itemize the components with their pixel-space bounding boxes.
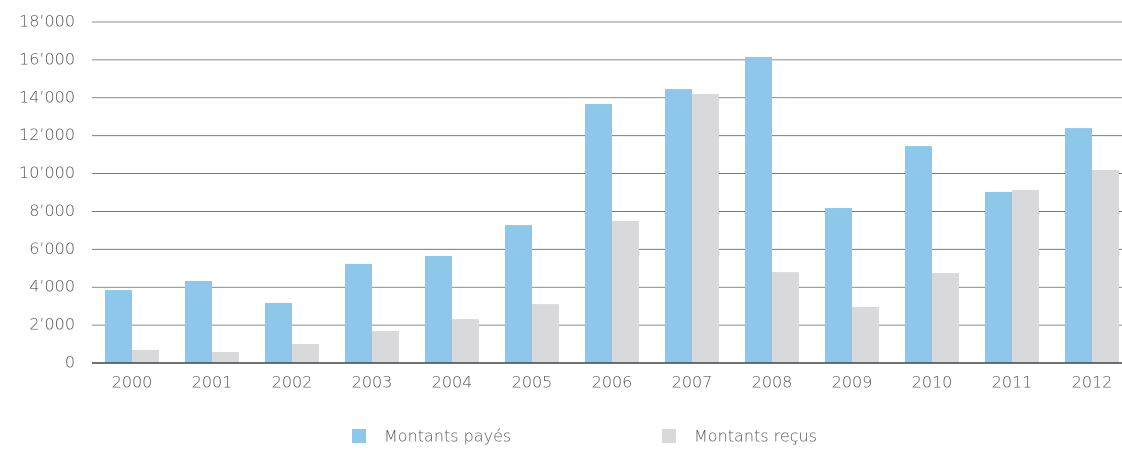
x-tick-label: 2005 [512, 373, 553, 392]
bar [932, 273, 959, 363]
bar [372, 330, 399, 363]
bar [265, 302, 292, 363]
x-tick-label: 2008 [752, 373, 793, 392]
bar [905, 146, 932, 363]
bar [852, 306, 879, 363]
bar [772, 272, 799, 363]
y-tick-label: 8’000 [29, 201, 75, 220]
y-tick-label: 4’000 [29, 277, 75, 296]
x-tick-label: 2009 [832, 373, 873, 392]
x-tick-label: 2007 [672, 373, 713, 392]
bar [745, 57, 772, 364]
x-tick-label: 2000 [112, 373, 153, 392]
bar [1065, 128, 1092, 363]
bar [612, 220, 639, 363]
bar [212, 352, 239, 363]
bar [452, 319, 479, 363]
y-tick-label: 14’000 [19, 87, 75, 106]
bar [665, 89, 692, 364]
legend-swatch [352, 429, 366, 443]
x-tick-label: 2012 [1072, 373, 1113, 392]
x-tick-label: 2004 [432, 373, 473, 392]
bar [1012, 190, 1039, 363]
bar [825, 208, 852, 363]
y-tick-label: 16’000 [19, 49, 75, 68]
bar [425, 255, 452, 363]
bar [692, 93, 719, 363]
x-tick-label: 2003 [352, 373, 393, 392]
bar [505, 225, 532, 363]
x-tick-label: 2011 [992, 373, 1033, 392]
x-tick-label: 2010 [912, 373, 953, 392]
y-tick-label: 2’000 [29, 315, 75, 334]
x-tick-label: 2002 [272, 373, 313, 392]
y-tick-label: 12’000 [19, 125, 75, 144]
legend-label: Montants reçus [694, 427, 817, 446]
y-tick-label: 0 [65, 353, 75, 372]
bar [132, 349, 159, 363]
bar [292, 344, 319, 363]
legend-swatch [662, 429, 676, 443]
y-tick-label: 6’000 [29, 239, 75, 258]
bar [585, 104, 612, 363]
y-tick-label: 10’000 [19, 163, 75, 182]
bar [345, 263, 372, 363]
y-tick-label: 18’000 [19, 12, 75, 31]
bar [105, 290, 132, 363]
bar [1092, 169, 1119, 363]
bar [985, 191, 1012, 363]
bar [532, 304, 559, 363]
bar [185, 280, 212, 363]
x-tick-label: 2006 [592, 373, 633, 392]
legend-label: Montants payés [384, 427, 511, 446]
x-tick-label: 2001 [192, 373, 233, 392]
